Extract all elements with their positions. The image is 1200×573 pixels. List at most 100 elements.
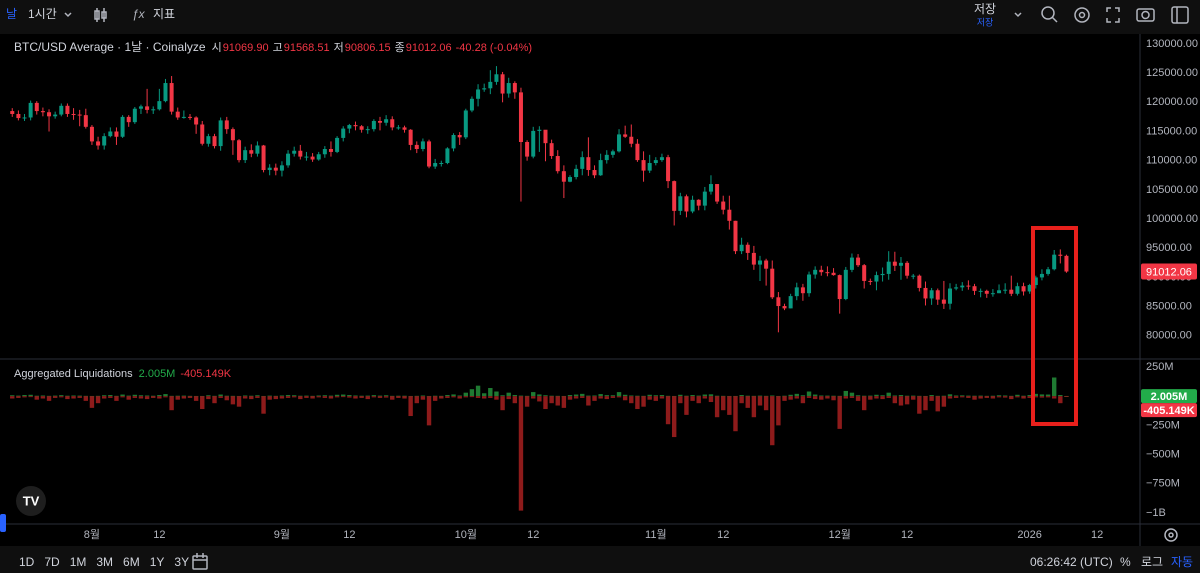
bar (322, 396, 328, 398)
candle-body (506, 83, 511, 94)
bar (800, 396, 806, 404)
candle-body (310, 156, 315, 160)
candle-body (1033, 277, 1038, 286)
bar (886, 396, 891, 398)
candle-body (145, 106, 150, 110)
bar (702, 396, 708, 399)
range-button[interactable]: 6M (123, 555, 140, 569)
bar (1039, 394, 1045, 397)
bar (157, 395, 162, 397)
bar (653, 396, 659, 401)
bar (1058, 396, 1063, 404)
save-menu[interactable] (1014, 12, 1022, 18)
bar (929, 396, 934, 401)
bar (739, 396, 744, 404)
bar (151, 396, 156, 398)
candle-body (53, 114, 58, 117)
panel-icon[interactable] (1171, 6, 1189, 24)
bar (831, 395, 836, 397)
range-button[interactable]: 1Y (150, 555, 165, 569)
bar (892, 396, 898, 404)
bar (616, 392, 622, 397)
candle-body (89, 126, 94, 142)
bar (371, 396, 377, 398)
bar (855, 396, 861, 401)
bar (610, 395, 616, 397)
fx-icon[interactable]: ƒx (132, 7, 146, 21)
candle-body (71, 113, 76, 115)
bar (794, 393, 799, 397)
percent-button[interactable]: % (1120, 555, 1131, 569)
bar (953, 396, 959, 398)
log-button[interactable]: 로그 (1141, 555, 1163, 569)
axis-settings[interactable] (1164, 528, 1178, 542)
candle-body (194, 117, 199, 125)
auto-button[interactable]: 자동 (1171, 555, 1193, 569)
bar (929, 395, 934, 397)
bar (849, 392, 855, 397)
bar (518, 395, 524, 397)
search-icon[interactable] (1041, 6, 1058, 23)
tv-logo-mark[interactable]: TV (23, 493, 40, 508)
candle-body (138, 106, 143, 109)
bar (463, 396, 469, 398)
bar (604, 396, 609, 400)
range-button[interactable]: 1D (19, 555, 35, 569)
candle-body (433, 163, 438, 167)
bar (855, 395, 861, 397)
range-button[interactable]: 3Y (174, 555, 189, 569)
camera-icon[interactable] (1136, 8, 1155, 22)
candle-body (224, 120, 229, 130)
day-button[interactable]: 날 (6, 7, 17, 21)
x-tick-label: 8월 (84, 528, 100, 541)
bar (187, 396, 193, 398)
candle-body (800, 287, 805, 294)
interval-button[interactable]: 1시간 (28, 7, 57, 21)
ohlc-value: 90806.15 (345, 42, 391, 54)
candle-body (292, 150, 297, 154)
candle-body (739, 244, 744, 252)
calendar-icon[interactable] (192, 553, 208, 570)
bar (880, 396, 885, 400)
bar (383, 396, 389, 398)
bar (635, 396, 640, 410)
bar (573, 394, 579, 397)
tv-logo[interactable] (16, 486, 46, 516)
indicators-button[interactable]: 지표 (153, 7, 175, 21)
highlight-box[interactable] (1031, 226, 1078, 426)
fullscreen-icon[interactable] (1106, 7, 1120, 23)
range-button[interactable]: 1M (70, 555, 87, 569)
bar (138, 395, 144, 397)
range-button[interactable]: 3M (96, 555, 113, 569)
bar (776, 396, 781, 426)
candle-icon[interactable] (94, 8, 107, 22)
bar (108, 395, 113, 397)
range-button[interactable]: 7D (44, 555, 60, 569)
bar (770, 395, 775, 397)
bar (10, 395, 15, 397)
bar (659, 395, 665, 397)
bar (10, 396, 15, 399)
candle-body (623, 134, 628, 137)
y-tick-label: 125000.00 (1146, 67, 1198, 79)
bar (230, 396, 236, 405)
bar (506, 396, 511, 400)
bar (678, 396, 683, 404)
chevron[interactable] (64, 12, 72, 18)
bar (451, 396, 456, 398)
candle-body (659, 157, 664, 161)
candle-body (384, 119, 389, 123)
bar (990, 396, 996, 399)
candle-body (114, 131, 119, 137)
settings-icon[interactable] (1074, 7, 1090, 23)
bar (16, 395, 21, 397)
bar (598, 396, 603, 399)
bar (494, 396, 499, 400)
candle-body (831, 272, 836, 276)
bar (138, 396, 144, 399)
candle-body (279, 165, 284, 171)
save-button[interactable]: 저장 (974, 2, 996, 16)
bar (59, 396, 64, 398)
candle-body (555, 156, 560, 172)
side-tab[interactable] (0, 514, 6, 532)
